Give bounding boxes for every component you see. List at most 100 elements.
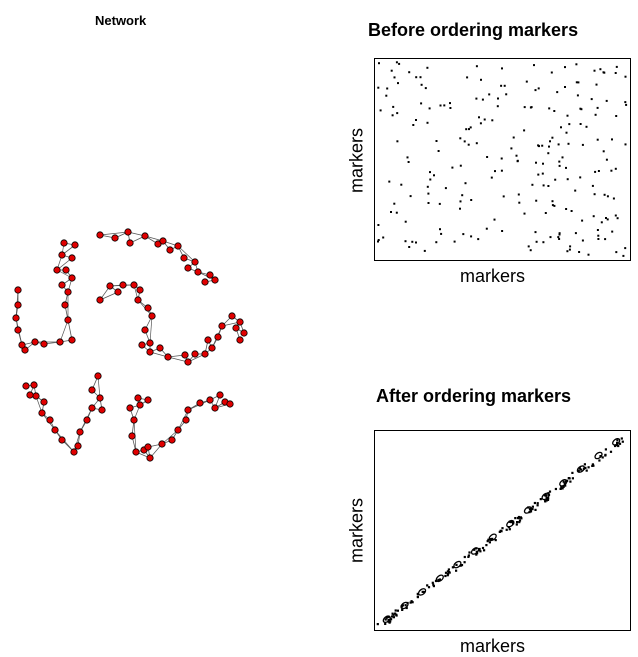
matrix-marker bbox=[606, 195, 609, 198]
matrix-marker bbox=[605, 99, 608, 102]
network-node bbox=[218, 322, 226, 330]
matrix-marker bbox=[461, 194, 464, 197]
network-node bbox=[164, 353, 172, 361]
matrix-marker bbox=[580, 108, 583, 111]
matrix-marker bbox=[597, 170, 600, 172]
matrix-marker bbox=[585, 469, 588, 472]
network-node bbox=[70, 448, 78, 456]
matrix-marker bbox=[612, 197, 615, 200]
matrix-marker bbox=[392, 613, 395, 616]
matrix-marker bbox=[398, 62, 401, 65]
matrix-marker bbox=[581, 239, 584, 242]
matrix-marker bbox=[551, 136, 554, 139]
matrix-marker bbox=[562, 485, 565, 488]
network-node bbox=[191, 350, 199, 358]
matrix-marker bbox=[477, 238, 480, 241]
network-node bbox=[14, 301, 22, 309]
matrix-marker bbox=[549, 140, 551, 143]
matrix-marker bbox=[574, 189, 577, 192]
matrix-marker bbox=[391, 612, 394, 615]
network-node bbox=[126, 239, 134, 247]
matrix-marker bbox=[557, 143, 560, 146]
network-node bbox=[180, 254, 188, 262]
matrix-marker bbox=[592, 215, 595, 218]
matrix-marker bbox=[562, 480, 565, 483]
matrix-marker bbox=[517, 193, 520, 196]
network-node bbox=[226, 400, 234, 408]
matrix-marker bbox=[408, 246, 411, 248]
network-node bbox=[14, 326, 22, 334]
matrix-marker bbox=[566, 114, 569, 117]
matrix-marker bbox=[393, 202, 396, 205]
matrix-marker bbox=[558, 164, 561, 167]
matrix-marker bbox=[439, 228, 441, 231]
matrix-marker bbox=[391, 615, 394, 618]
matrix-marker bbox=[537, 144, 540, 147]
matrix-marker bbox=[394, 612, 397, 615]
matrix-marker bbox=[587, 466, 590, 469]
matrix-marker bbox=[475, 97, 478, 100]
matrix-marker bbox=[475, 550, 478, 553]
matrix-marker bbox=[437, 578, 440, 582]
after-y-label: markers bbox=[346, 498, 367, 564]
matrix-marker bbox=[473, 548, 476, 551]
network-node bbox=[144, 396, 152, 404]
matrix-marker bbox=[384, 618, 387, 621]
before-matrix-dots bbox=[377, 61, 628, 257]
network-node bbox=[156, 344, 164, 352]
network-node bbox=[130, 281, 138, 289]
matrix-marker bbox=[377, 224, 380, 226]
matrix-marker bbox=[518, 521, 521, 524]
network-node bbox=[106, 282, 114, 290]
network-node bbox=[96, 296, 104, 304]
matrix-marker bbox=[446, 574, 449, 577]
network-node bbox=[158, 440, 166, 448]
matrix-marker bbox=[584, 466, 587, 469]
matrix-marker bbox=[463, 140, 466, 143]
matrix-marker bbox=[545, 496, 548, 499]
before-x-label: markers bbox=[460, 266, 526, 286]
network-node bbox=[76, 428, 84, 436]
matrix-marker bbox=[438, 202, 441, 205]
matrix-marker bbox=[616, 439, 619, 442]
network-node bbox=[68, 274, 76, 282]
network-node bbox=[130, 416, 138, 424]
network-node bbox=[206, 271, 214, 279]
network-node bbox=[71, 241, 79, 249]
matrix-marker bbox=[400, 183, 403, 186]
matrix-marker bbox=[481, 546, 485, 550]
matrix-marker bbox=[523, 106, 526, 109]
matrix-marker bbox=[459, 137, 462, 140]
matrix-marker bbox=[569, 480, 572, 483]
network-node bbox=[159, 237, 167, 245]
matrix-marker bbox=[465, 128, 468, 131]
matrix-marker bbox=[575, 63, 578, 66]
network-node bbox=[136, 401, 144, 409]
network-node bbox=[211, 404, 219, 412]
matrix-marker bbox=[615, 251, 618, 254]
network-node bbox=[126, 404, 134, 412]
matrix-marker bbox=[385, 94, 388, 97]
matrix-marker bbox=[602, 71, 605, 74]
matrix-marker bbox=[616, 217, 619, 220]
matrix-marker bbox=[395, 211, 398, 214]
matrix-marker bbox=[621, 440, 624, 443]
matrix-marker bbox=[420, 83, 423, 86]
matrix-marker bbox=[577, 81, 580, 84]
matrix-marker bbox=[514, 517, 517, 520]
matrix-marker bbox=[515, 154, 518, 157]
matrix-marker bbox=[563, 482, 566, 485]
matrix-marker bbox=[406, 156, 409, 159]
matrix-marker bbox=[569, 245, 572, 248]
matrix-block bbox=[400, 601, 409, 610]
matrix-marker bbox=[489, 538, 492, 541]
matrix-marker bbox=[541, 144, 544, 147]
matrix-marker bbox=[545, 499, 548, 502]
matrix-marker bbox=[444, 571, 448, 574]
matrix-marker bbox=[601, 456, 604, 459]
network-node bbox=[60, 239, 68, 247]
matrix-marker bbox=[553, 204, 556, 207]
matrix-marker bbox=[470, 235, 473, 238]
matrix-marker bbox=[459, 207, 461, 210]
matrix-marker bbox=[503, 84, 506, 87]
